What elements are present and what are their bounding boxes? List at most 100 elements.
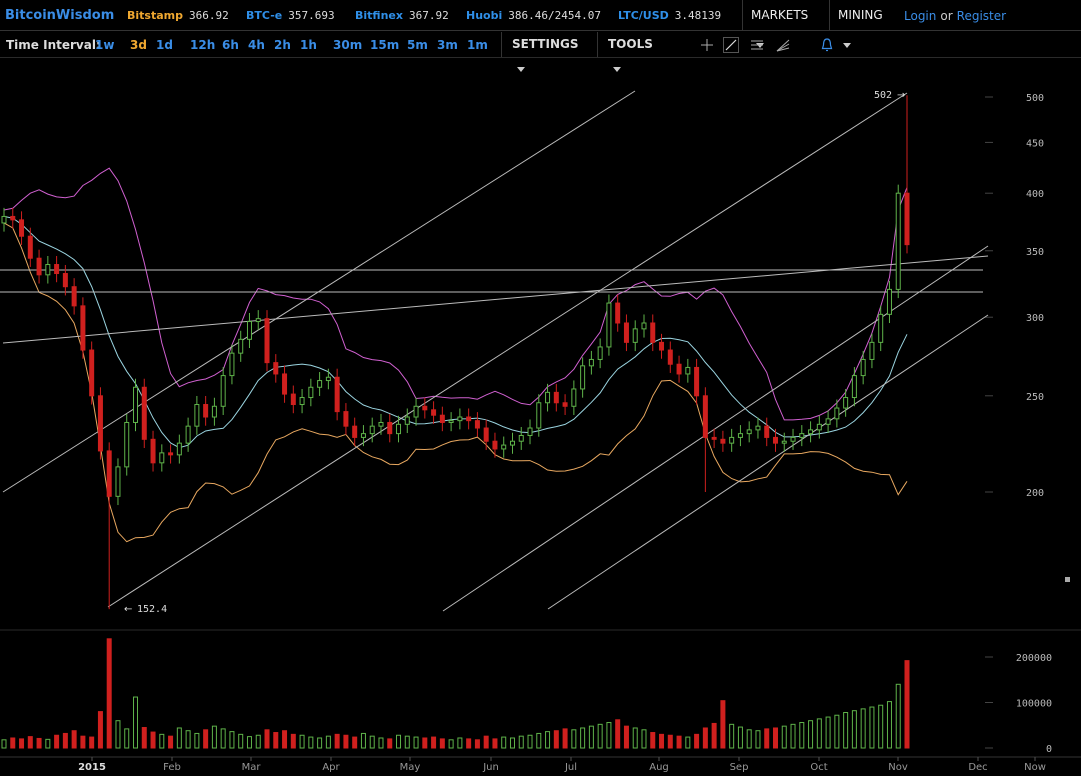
candle-body bbox=[185, 425, 191, 444]
volume-bar bbox=[168, 735, 174, 749]
volume-bar bbox=[396, 734, 402, 749]
markets-label: MARKETS bbox=[751, 8, 809, 22]
interval-1m[interactable]: 1m bbox=[467, 38, 488, 52]
candle-body bbox=[501, 444, 507, 450]
ticker-value: 386.46/2454.07 bbox=[508, 9, 601, 22]
interval-3m[interactable]: 3m bbox=[437, 38, 458, 52]
volume-bar bbox=[711, 722, 717, 749]
candle-body bbox=[71, 286, 77, 307]
settings-menu[interactable]: SETTINGS bbox=[501, 32, 595, 72]
line-tool-icon[interactable] bbox=[723, 37, 739, 53]
candle-body bbox=[729, 436, 735, 444]
ticker-huobi[interactable]: Huobi 386.46/2454.07 bbox=[466, 9, 601, 22]
candle-body bbox=[220, 375, 226, 407]
interval-1d[interactable]: 1d bbox=[156, 38, 173, 52]
volume-bar bbox=[501, 736, 507, 749]
candle-body bbox=[650, 322, 656, 343]
candle-body bbox=[606, 302, 612, 348]
horizontal-lines-icon[interactable] bbox=[749, 37, 765, 53]
candle-body bbox=[580, 365, 586, 390]
volume-bar bbox=[150, 731, 156, 749]
candle-body bbox=[229, 352, 235, 377]
scroll-handle[interactable] bbox=[1065, 577, 1070, 582]
price-chart[interactable]: 500 450 400 350 300 250 200 200000 100000 0 2015… bbox=[0, 58, 1081, 776]
login-link[interactable]: Login bbox=[904, 9, 937, 23]
volume-bar bbox=[133, 696, 139, 749]
candle-body bbox=[325, 376, 331, 382]
volume-bar bbox=[843, 712, 849, 749]
fan-tool-icon[interactable] bbox=[775, 37, 791, 53]
volume-bar bbox=[211, 725, 217, 749]
candle-body bbox=[746, 429, 752, 435]
register-link[interactable]: Register bbox=[956, 9, 1007, 23]
trendline bbox=[442, 245, 989, 612]
candle-body bbox=[860, 358, 866, 377]
volume-bar bbox=[176, 727, 182, 749]
candle-body bbox=[106, 450, 112, 497]
volume-bar bbox=[650, 732, 656, 749]
band-middle bbox=[3, 215, 908, 449]
mining-menu[interactable]: MINING bbox=[829, 0, 899, 48]
candle-body bbox=[308, 386, 314, 399]
site-logo[interactable]: BitcoinWisdom bbox=[5, 8, 115, 23]
price-tick-label: 500 bbox=[1026, 93, 1044, 104]
volume-bar bbox=[448, 739, 454, 749]
candle-body bbox=[799, 433, 805, 438]
candle-body bbox=[536, 402, 542, 429]
candle-body bbox=[694, 366, 700, 397]
interval-1w[interactable]: 1w bbox=[95, 38, 115, 52]
time-tick-label: Apr bbox=[322, 762, 340, 773]
candle-body bbox=[492, 440, 498, 450]
time-tick-label: Jul bbox=[564, 762, 577, 773]
interval-4h[interactable]: 4h bbox=[248, 38, 265, 52]
interval-12h[interactable]: 12h bbox=[190, 38, 216, 52]
candle-body bbox=[282, 373, 288, 395]
volume-bar bbox=[606, 722, 612, 749]
volume-bar bbox=[404, 735, 410, 749]
volume-bar bbox=[413, 736, 419, 749]
candle-body bbox=[168, 452, 174, 456]
candle-body bbox=[62, 273, 68, 288]
candle-body bbox=[764, 425, 770, 438]
bell-alert-icon[interactable] bbox=[819, 37, 835, 53]
candle-body bbox=[527, 427, 533, 437]
candle-body bbox=[518, 435, 524, 442]
markets-menu[interactable]: MARKETS bbox=[742, 0, 828, 48]
interval-6h[interactable]: 6h bbox=[222, 38, 239, 52]
volume-bar bbox=[772, 727, 778, 749]
volume-bar bbox=[729, 723, 735, 749]
candle-body bbox=[299, 397, 305, 406]
volume-bar bbox=[185, 730, 191, 749]
volume-bar bbox=[764, 728, 770, 749]
interval-30m[interactable]: 30m bbox=[333, 38, 363, 52]
ticker-bitstamp[interactable]: Bitstamp 366.92 bbox=[127, 9, 229, 22]
candle-body bbox=[80, 305, 86, 351]
volume-bar bbox=[19, 738, 25, 749]
candle-body bbox=[1, 215, 7, 224]
volume-bar bbox=[659, 733, 665, 749]
candle-body bbox=[19, 219, 25, 237]
candle-body bbox=[89, 349, 95, 397]
ticker-bitfinex[interactable]: Bitfinex 367.92 bbox=[355, 9, 449, 22]
interval-2h[interactable]: 2h bbox=[274, 38, 291, 52]
candle-body bbox=[790, 436, 796, 442]
volume-bar bbox=[89, 736, 95, 749]
interval-15m[interactable]: 15m bbox=[370, 38, 400, 52]
interval-3d[interactable]: 3d bbox=[130, 38, 147, 52]
tools-menu[interactable]: TOOLS bbox=[597, 32, 675, 72]
crosshair-icon[interactable] bbox=[699, 37, 715, 53]
candle-body bbox=[632, 328, 638, 343]
candle-body bbox=[545, 391, 551, 404]
interval-1h[interactable]: 1h bbox=[300, 38, 317, 52]
candle-body bbox=[133, 386, 139, 423]
chevron-down-icon bbox=[613, 67, 621, 72]
interval-5m[interactable]: 5m bbox=[407, 38, 428, 52]
volume-bar bbox=[781, 725, 787, 749]
volume-bar bbox=[10, 737, 16, 749]
volume-bar bbox=[431, 736, 437, 749]
volume-bar bbox=[264, 729, 270, 749]
ticker-ltcusd[interactable]: LTC/USD 3.48139 bbox=[618, 9, 721, 22]
ticker-btce[interactable]: BTC-e 357.693 bbox=[246, 9, 335, 22]
candle-body bbox=[115, 466, 121, 497]
candle-body bbox=[264, 318, 270, 364]
